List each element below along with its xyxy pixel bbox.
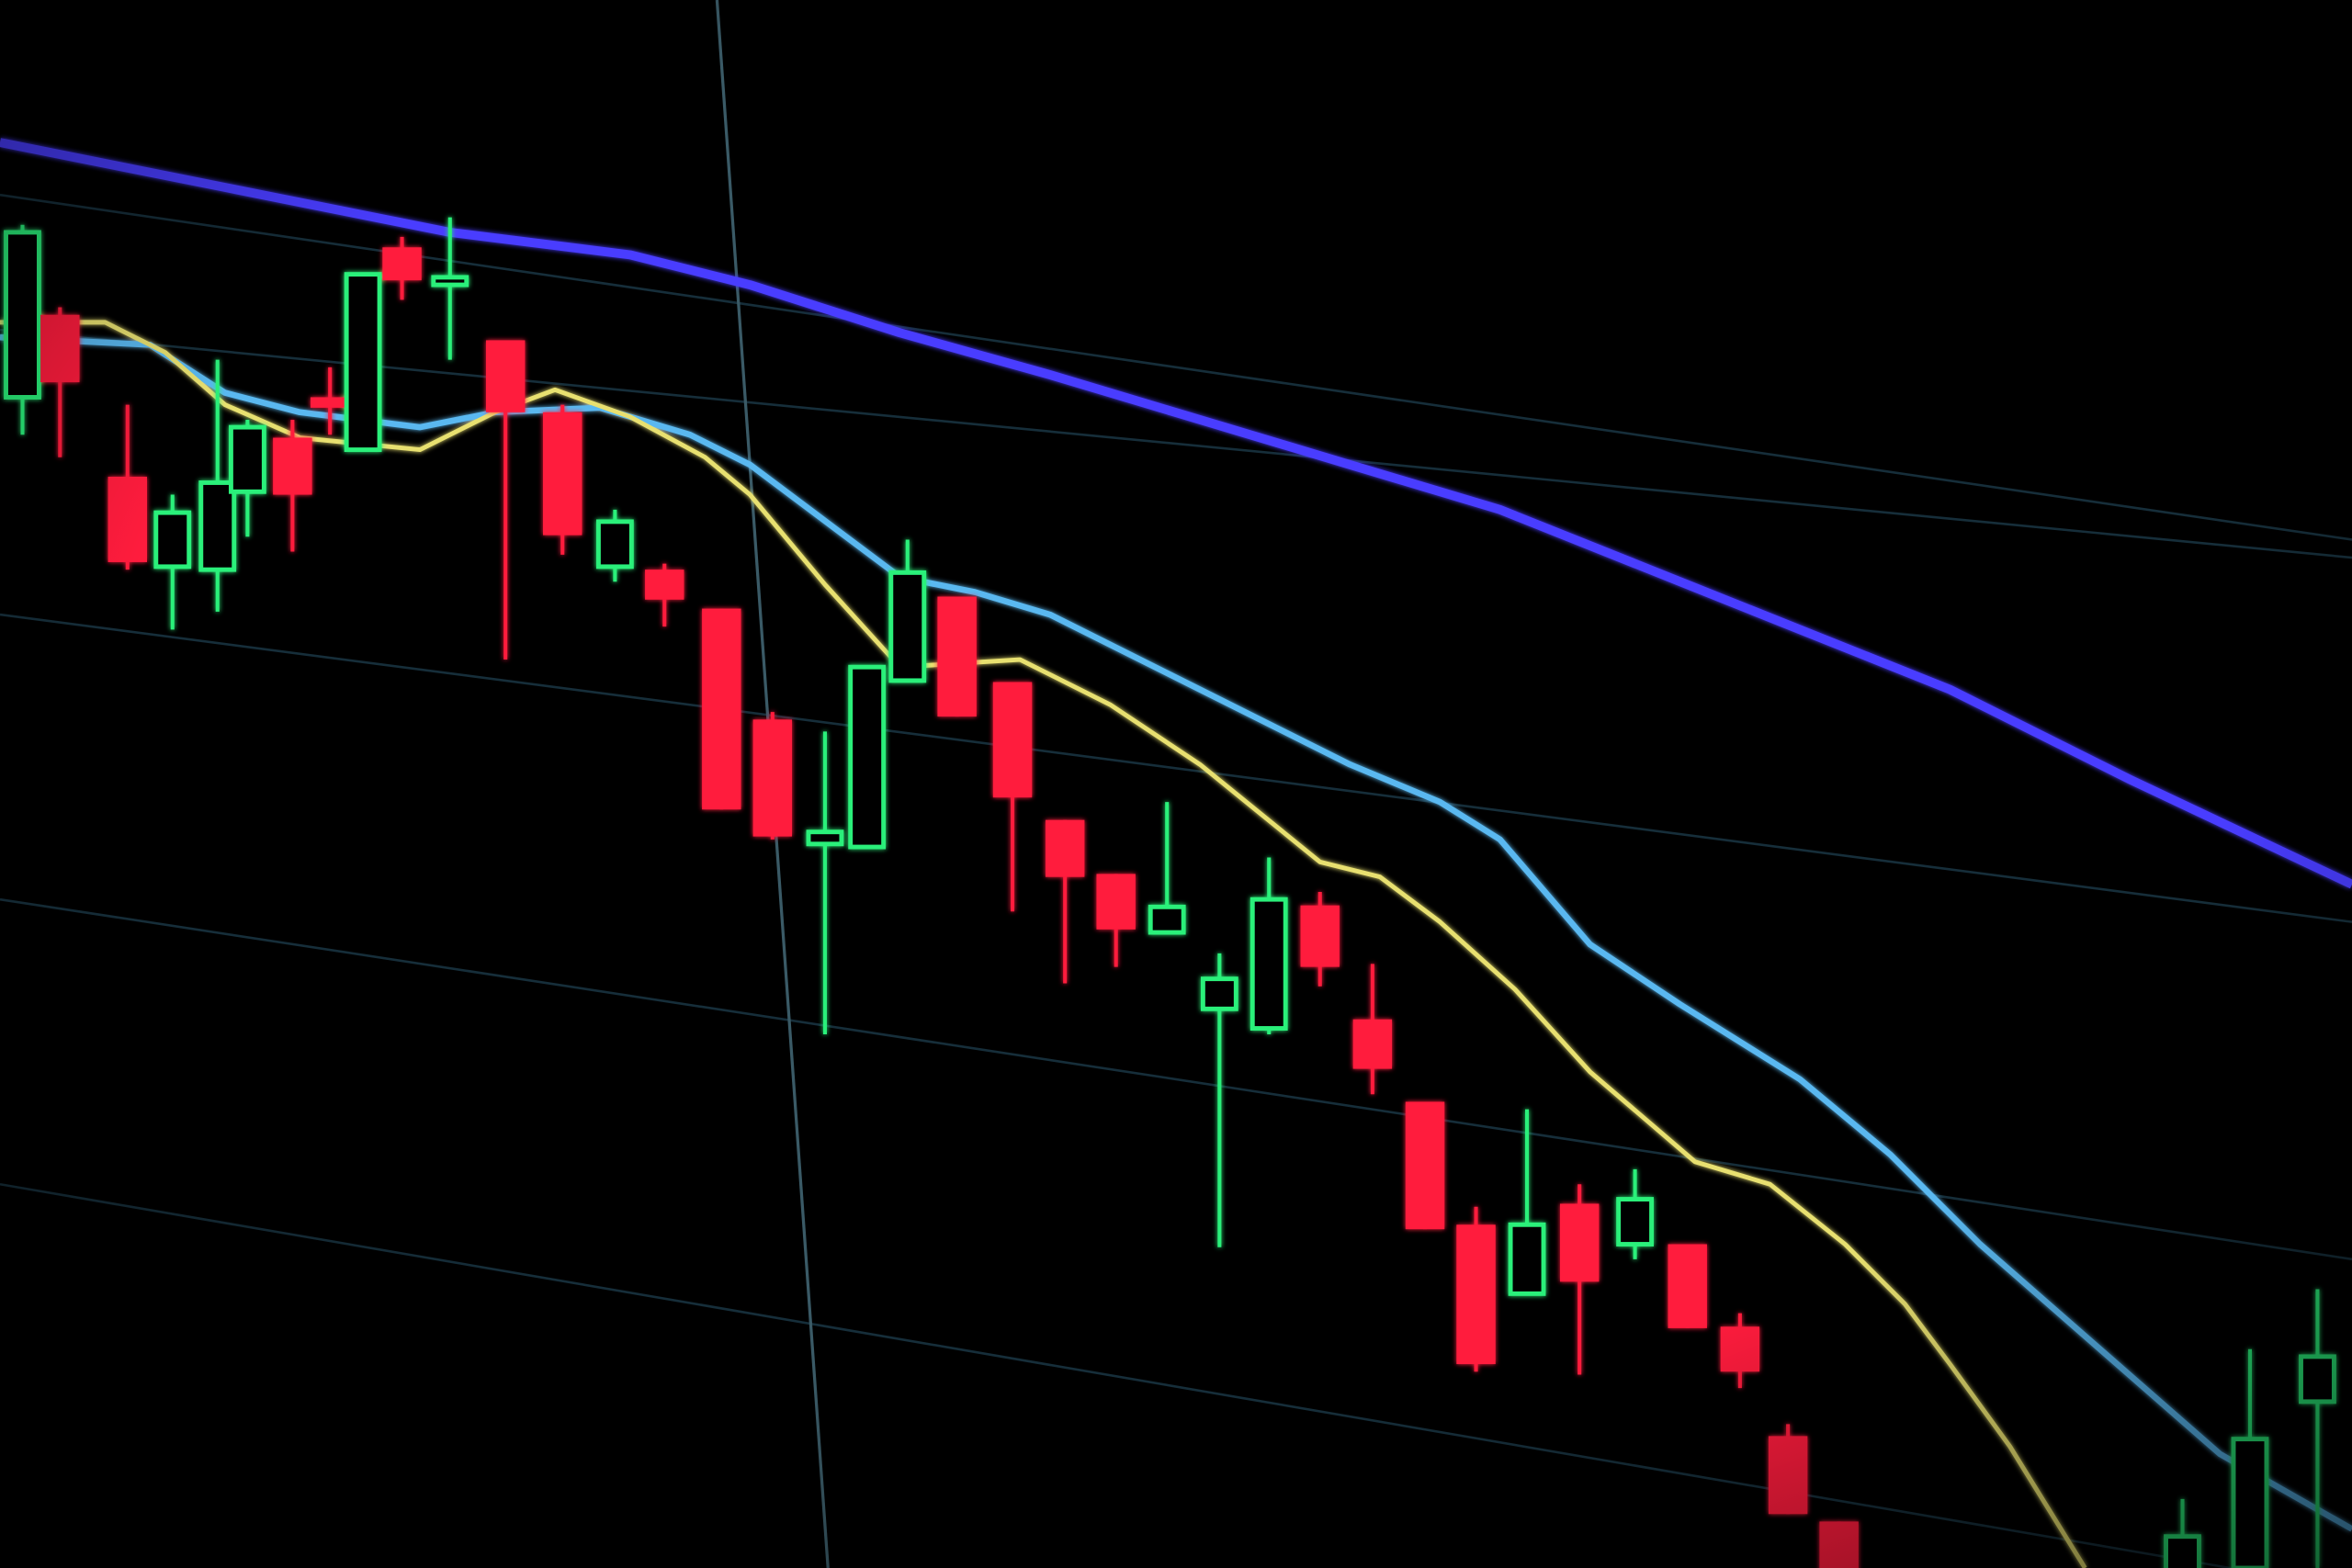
candlestick-chart-photo [0,0,2352,1568]
vignette [0,0,2352,1568]
